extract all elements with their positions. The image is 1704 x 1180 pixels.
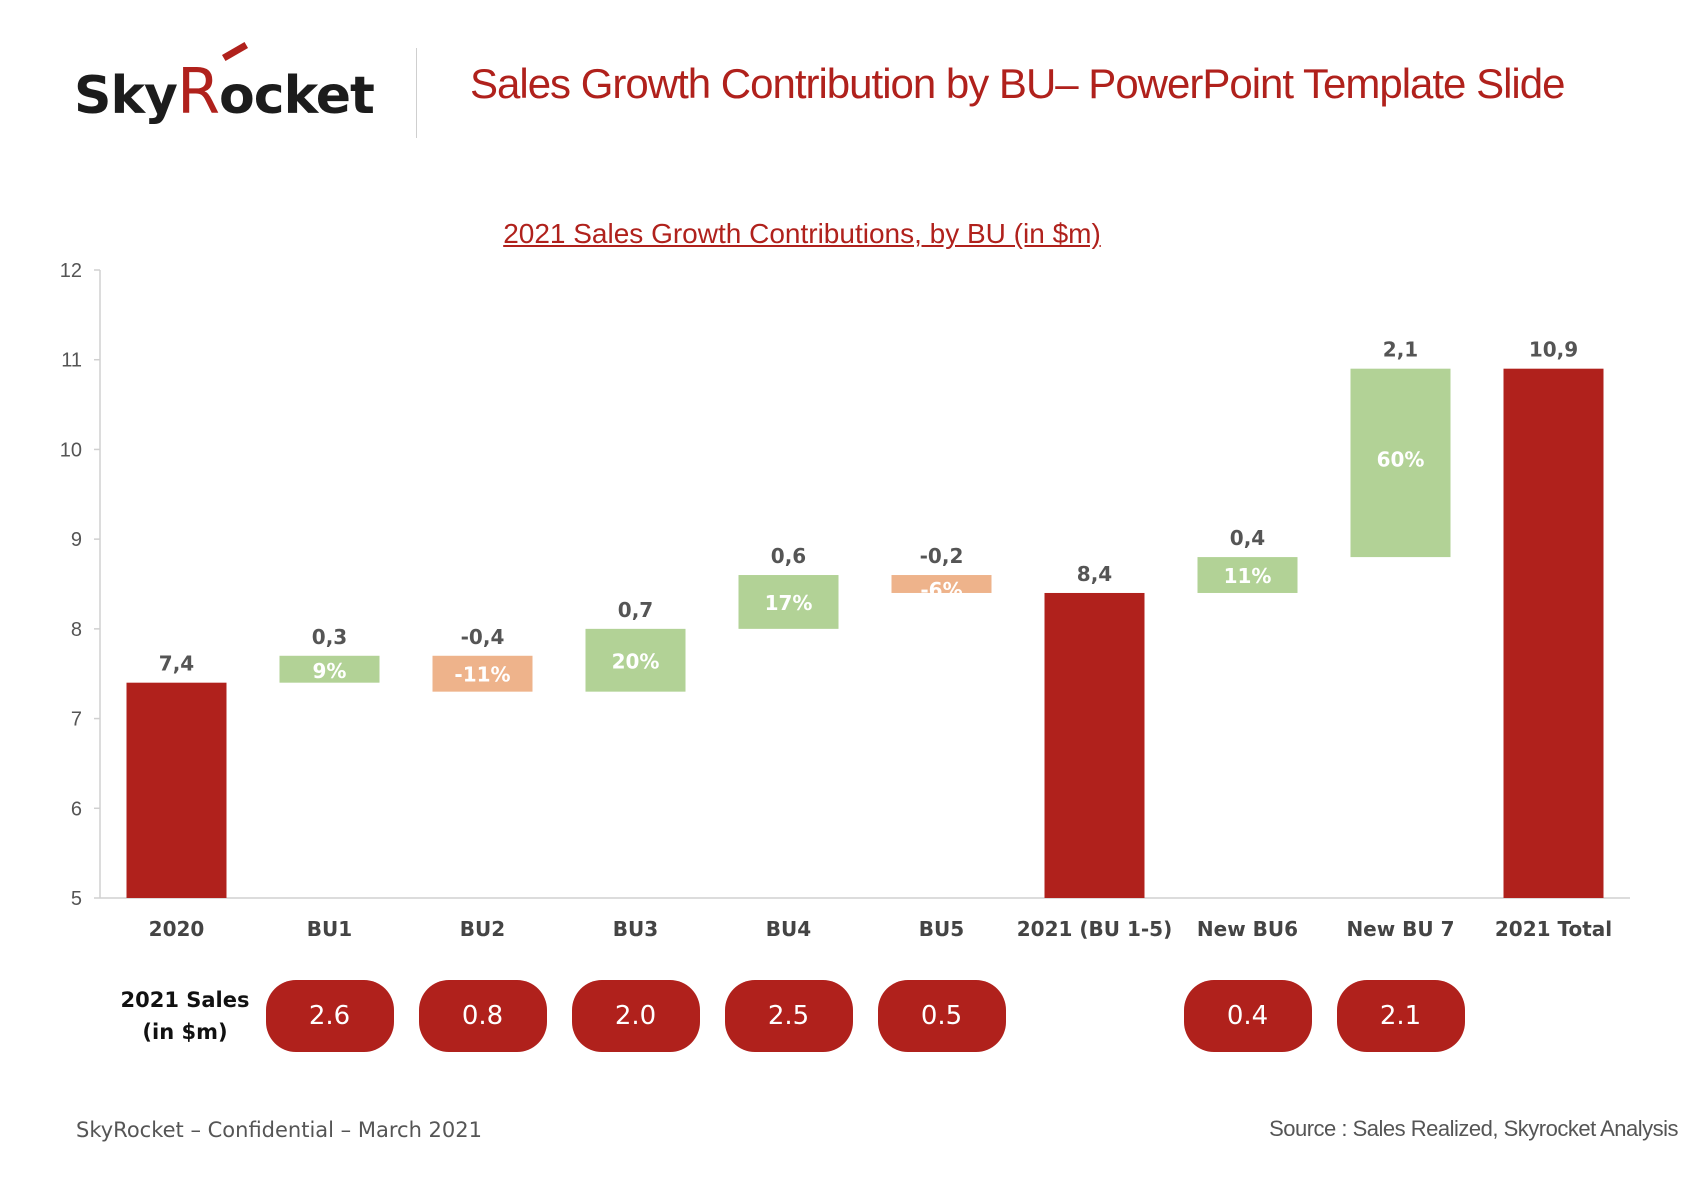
- bar-value-label: 0,6: [771, 544, 806, 568]
- bar-percent-label: 17%: [765, 591, 813, 615]
- x-category-label: 2020: [149, 917, 205, 941]
- bar-decrease: [432, 655, 533, 692]
- x-category-label: New BU6: [1197, 917, 1298, 941]
- x-category-label: BU3: [613, 917, 658, 941]
- sales-pill: 2.0: [571, 980, 700, 1052]
- x-category-label: BU1: [307, 917, 352, 941]
- bar-increase: [1197, 557, 1298, 593]
- sales-pill: 2.1: [1336, 980, 1465, 1052]
- bar-total: [1044, 592, 1145, 898]
- sales-pill: 0.8: [418, 980, 547, 1052]
- x-category-label: BU2: [460, 917, 505, 941]
- y-tick-label: 7: [71, 709, 82, 731]
- bar-percent-label: 60%: [1377, 448, 1425, 472]
- sales-pill: 2.6: [265, 980, 394, 1052]
- header-divider: [416, 48, 417, 138]
- bar-increase: [738, 575, 839, 629]
- y-tick-label: 12: [60, 260, 82, 282]
- x-category-label: BU4: [766, 917, 811, 941]
- bar-value-label: 10,9: [1529, 338, 1578, 362]
- bar-percent-label: 20%: [612, 649, 660, 673]
- bar-value-label: 0,3: [312, 625, 347, 649]
- bar-total: [1503, 368, 1604, 899]
- waterfall-chart: 5 6 7 8 9 10 11 12 7,4 2020 0,3 9% BU1 -0,4 -11% BU2 0,7…: [60, 260, 1630, 941]
- bar-increase: [585, 628, 686, 692]
- y-tick-label: 6: [71, 798, 82, 820]
- bar-value-label: -0,2: [920, 544, 964, 568]
- bar-value-label: -0,4: [461, 625, 505, 649]
- y-tick-label: 5: [71, 888, 82, 910]
- bar-percent-label: 9%: [313, 659, 347, 683]
- bar-value-label: 2,1: [1383, 338, 1418, 362]
- sales-row-label-line2: (in $m): [142, 1020, 228, 1044]
- footer-confidential: SkyRocket – Confidential – March 2021: [76, 1118, 482, 1142]
- logo-prefix: Sky: [74, 66, 178, 126]
- bar-value-label: 8,4: [1077, 562, 1112, 586]
- bar-percent-label: -6%: [920, 578, 962, 602]
- bar-value-label: 0,7: [618, 598, 653, 622]
- x-category-label: 2021 Total: [1495, 917, 1612, 941]
- bar-value-label: 0,4: [1230, 526, 1265, 550]
- y-tick-label: 8: [71, 619, 82, 641]
- bar-increase: [279, 655, 380, 683]
- chart-title: 2021 Sales Growth Contributions, by BU (…: [503, 218, 1101, 249]
- footer-source: Source : Sales Realized, Skyrocket Analy…: [1269, 1116, 1678, 1141]
- page-title: Sales Growth Contribution by BU– PowerPo…: [470, 60, 1565, 107]
- y-tick-label: 11: [61, 350, 82, 372]
- sales-row-label-line1: 2021 Sales: [120, 988, 250, 1012]
- bar-percent-label: 11%: [1224, 564, 1272, 588]
- skyrocket-logo: SkyRocket: [74, 41, 375, 142]
- y-tick-label: 9: [71, 529, 82, 551]
- sales-pill: 0.4: [1183, 980, 1312, 1052]
- bar-increase: [1350, 368, 1451, 558]
- sales-row-label: 2021 Sales (in $m): [110, 984, 260, 1048]
- y-tick-label: 10: [60, 439, 82, 461]
- x-category-label: BU5: [919, 917, 964, 941]
- bar-total: [126, 682, 227, 898]
- sales-pill: 0.5: [877, 980, 1006, 1052]
- bar-percent-label: -11%: [454, 663, 510, 687]
- logo-r: R: [176, 55, 220, 128]
- bar-value-label: 7,4: [159, 652, 194, 676]
- sales-pill: 2.5: [724, 980, 853, 1052]
- bar-decrease: [891, 575, 992, 593]
- x-category-label: New BU 7: [1346, 917, 1454, 941]
- logo-suffix: ocket: [219, 66, 375, 126]
- x-category-label: 2021 (BU 1-5): [1017, 917, 1173, 941]
